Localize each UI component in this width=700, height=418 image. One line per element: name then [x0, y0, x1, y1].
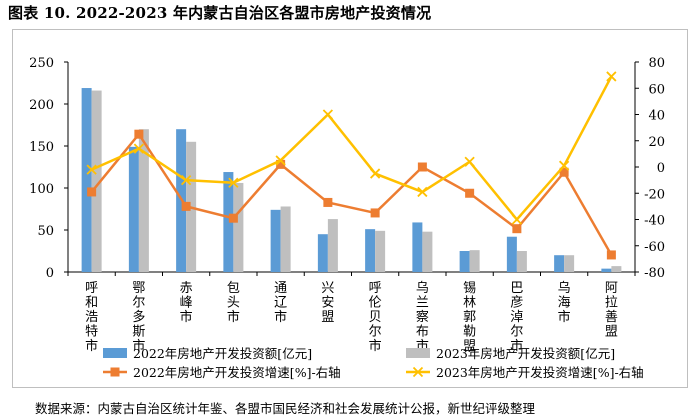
- growth-2022-marker: [134, 129, 144, 139]
- growth-2023-marker: [464, 156, 475, 167]
- bar-2022: [459, 251, 470, 272]
- right-axis-tick-label: -80: [644, 266, 665, 281]
- right-axis-tick-label: 80: [648, 56, 665, 71]
- left-axis-tick-label: 150: [29, 140, 54, 155]
- category-label: 呼伦贝尔市: [369, 281, 382, 354]
- legend-label: 2022年房地产开发投资额[亿元]: [133, 346, 312, 361]
- right-axis-tick-label: 40: [648, 109, 665, 124]
- bar-2023: [469, 250, 480, 272]
- left-axis-tick-label: 50: [37, 224, 54, 239]
- bar-2023: [516, 251, 527, 272]
- bar-2022: [365, 229, 376, 272]
- growth-2022-marker: [87, 187, 97, 197]
- bar-2023: [138, 129, 149, 272]
- growth-2023-marker: [180, 174, 192, 186]
- legend-swatch: [406, 348, 430, 358]
- category-label: 兴安盟: [321, 281, 334, 325]
- right-axis-tick-label: 20: [648, 135, 665, 150]
- legend-label: 2022年房地产开发投资增速[%]-右轴: [133, 365, 341, 380]
- bar-2022: [223, 172, 234, 272]
- growth-2022-marker: [512, 224, 522, 234]
- growth-2022-marker: [417, 162, 427, 172]
- growth-2023-marker: [86, 164, 97, 175]
- growth-2022-marker: [228, 213, 238, 223]
- growth-2022-marker: [465, 188, 475, 198]
- left-axis-tick-label: 200: [29, 98, 54, 113]
- category-label: 乌海市: [558, 280, 571, 325]
- growth-2023-marker: [228, 177, 239, 188]
- growth-2023-marker: [417, 186, 428, 198]
- category-label: 乌兰察布市: [416, 280, 429, 354]
- growth-2022-marker: [370, 208, 380, 218]
- bar-2022: [506, 236, 517, 272]
- growth-2022-marker: [276, 159, 286, 169]
- chart-frame: 0 50 100 150 200 250 80 60 40 20 0 -20 -40 -60 -80 呼和浩特…: [12, 29, 688, 388]
- category-label: 呼和浩特市: [85, 281, 98, 354]
- data-source-note: 数据来源：内蒙古自治区统计年鉴、各盟市国民经济和社会发展统计公报，新世纪评级整理: [35, 401, 536, 416]
- growth-2022-marker: [181, 201, 191, 211]
- growth-2023-marker: [369, 168, 381, 179]
- right-axis-tick-label: 60: [648, 82, 665, 97]
- left-axis-tick-label: 0: [46, 266, 54, 281]
- bar-2022: [554, 255, 565, 272]
- right-axis-tick-label: -40: [644, 214, 665, 229]
- legend-label: 2023年房地产开发投资额[亿元]: [436, 346, 615, 361]
- line-series-2022-growth: [90, 132, 613, 256]
- growth-2023-marker: [558, 160, 570, 171]
- bar-2023: [375, 230, 386, 272]
- category-label: 通辽市: [274, 281, 287, 325]
- growth-2022-marker: [559, 167, 569, 177]
- bar-2022: [601, 268, 612, 272]
- category-label: 阿拉善盟: [605, 281, 618, 340]
- bar-2022: [270, 209, 281, 272]
- category-label: 鄂尔多斯市: [132, 281, 145, 354]
- category-label: 锡林郭勒盟: [463, 281, 476, 354]
- growth-2023-marker: [606, 71, 617, 82]
- category-label: 巴彦淖尔市: [510, 281, 523, 354]
- bar-2022: [317, 234, 328, 272]
- legend-swatch: [103, 348, 127, 358]
- right-axis-tick-label: 0: [657, 161, 665, 176]
- growth-2022-marker: [323, 197, 333, 207]
- growth-2022-marker: [606, 250, 616, 260]
- growth-2023-marker: [133, 143, 145, 154]
- chart-title: 图表 10. 2022-2023 年内蒙古自治区各盟市房地产投资情况: [8, 4, 432, 22]
- growth-2023-marker: [275, 155, 286, 166]
- left-axis-tick-label: 100: [29, 182, 54, 197]
- bar-2022: [81, 88, 92, 272]
- left-axis-tick-label: 250: [29, 56, 54, 71]
- right-axis-tick-label: -20: [644, 187, 665, 202]
- bar-2023: [611, 266, 622, 272]
- line-series-2023-growth: [91, 75, 613, 222]
- bar-2023: [422, 231, 433, 272]
- bar-2023: [327, 219, 338, 272]
- legend-marker: [412, 366, 424, 378]
- bar-2022: [128, 146, 139, 272]
- bar-2023: [564, 255, 575, 272]
- right-axis-tick-label: -60: [644, 240, 665, 255]
- bar-2023: [233, 182, 244, 272]
- category-label: 包头市: [227, 281, 240, 325]
- bar-2023: [91, 90, 102, 272]
- legend-label: 2023年房地产开发投资增速[%]-右轴: [436, 365, 644, 380]
- bar-2022: [412, 222, 423, 272]
- growth-2023-marker: [322, 109, 334, 120]
- category-label: 赤峰市: [180, 281, 193, 325]
- bar-2023: [280, 206, 291, 272]
- growth-2023-marker: [511, 214, 523, 225]
- legend-marker: [110, 367, 120, 377]
